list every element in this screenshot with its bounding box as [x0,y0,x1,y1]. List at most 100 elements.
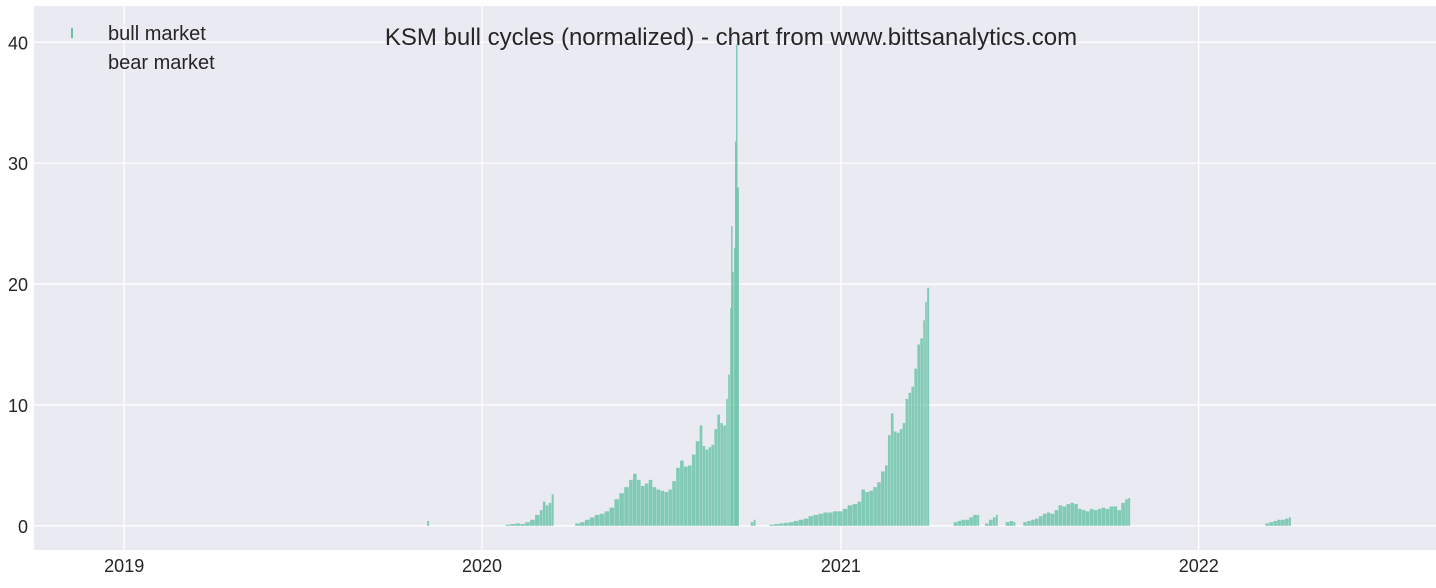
y-tick-label: 30 [8,154,28,174]
bull-market-bar [584,519,590,526]
bull-market-bar [953,522,958,526]
legend: bull market bear market [71,23,215,74]
bull-market-bar [534,514,540,526]
bull-market-bar [589,517,595,526]
bull-market-bar [1121,502,1125,526]
bull-market-bar [750,522,754,526]
bull-market-bar [917,344,920,526]
bull-market-bar [784,522,789,526]
bull-market-bar [664,491,669,526]
bull-market-bar [734,247,736,526]
bull-market-bar [890,413,894,526]
chart-title: KSM bull cycles (normalized) - chart fro… [385,24,1077,51]
bull-market-bar [1101,507,1106,526]
bull-market-bar [1089,508,1094,526]
y-tick-label: 20 [8,275,28,295]
bull-market-bar [619,493,624,526]
bull-market-bar [1058,505,1063,526]
bull-market-bar [1066,504,1071,526]
bull-market-bar [1009,520,1014,526]
bull-market-bar [1013,522,1016,526]
x-tick-label: 2019 [104,556,144,576]
bull-market-bar [735,141,737,526]
bull-market-bar [873,487,877,526]
bull-market-bar [551,494,554,526]
bull-market-bar [823,512,828,526]
bull-market-bar [676,467,680,526]
bull-market-bar [769,524,774,526]
bull-market-bar [1281,519,1285,526]
bull-market-bar [656,489,661,526]
bull-market-bar [877,482,881,526]
bull-market-bar [731,226,733,526]
bull-market-bar [828,512,833,526]
bull-market-bar [648,479,653,526]
y-tick-label: 40 [8,33,28,53]
y-tick-label: 10 [8,396,28,416]
bull-market-bar [1125,499,1128,526]
bull-market-bar [1062,506,1067,526]
bull-market-bar [636,479,641,526]
bull-market-bar [865,491,870,526]
x-axis-ticks: 2019 2020 2021 2022 [104,556,1219,576]
bull-market-bar [961,519,966,526]
bull-market-bar [847,505,853,526]
bull-market-bar [1038,516,1043,526]
bull-market-bar [660,490,665,526]
bull-market-bar [714,429,718,526]
bull-market-bar [1277,519,1281,526]
bull-market-bar [753,519,756,526]
bull-market-bar [736,187,739,526]
bull-market-bar [969,517,973,526]
bull-market-bar [668,489,672,526]
bull-market-bar [1035,518,1039,526]
bull-market-bar [720,423,723,526]
bull-market-bar [629,479,633,526]
bull-market-bar [624,487,629,526]
bull-market-bar [699,425,703,526]
legend-label-bull: bull market [108,23,206,45]
bull-market-bar [525,522,530,526]
bull-market-bar [798,519,804,526]
bull-market-bar [857,501,862,526]
x-tick-label: 2021 [821,556,861,576]
bull-market-bar [614,499,620,526]
bull-market-bar [510,524,516,526]
bull-market-bar [680,460,684,526]
bull-market-bar [728,374,730,526]
bull-market-bar [1070,502,1074,526]
bull-market-bar [1078,508,1082,526]
bull-market-bar [911,386,915,526]
bull-market-bar [813,514,819,526]
bull-market-bar [1042,513,1047,526]
x-tick-label: 2022 [1179,556,1219,576]
bull-market-bar [580,522,585,526]
bull-market-bar [803,518,809,526]
bull-market-bar [1288,517,1291,526]
bull-market-bar [705,449,709,526]
bull-market-bar [1054,510,1059,526]
bull-market-bar [684,466,688,526]
bull-market-bar [914,368,918,526]
bull-market-bar [1031,519,1035,526]
bull-market-bar [988,519,993,526]
bull-market-bar [505,524,511,526]
bull-market-bar [711,444,715,526]
bull-market-bar [1097,508,1102,526]
bull-market-bar [1082,510,1086,526]
bull-market-bar [723,425,726,526]
bull-market-bar [1285,518,1289,526]
bull-market-bar [995,514,998,526]
bull-market-bar [717,414,720,526]
bull-market-bar [920,338,923,526]
bull-market-bar [899,429,903,526]
bull-market-bar [708,447,712,526]
bull-market-bar [1085,511,1090,526]
bull-market-bar [774,524,779,526]
bull-market-bar [530,519,535,526]
bull-market-bar [973,514,977,526]
bull-market-bar [644,483,649,526]
bull-market-bar [957,520,962,526]
bull-market-bar [779,523,784,526]
